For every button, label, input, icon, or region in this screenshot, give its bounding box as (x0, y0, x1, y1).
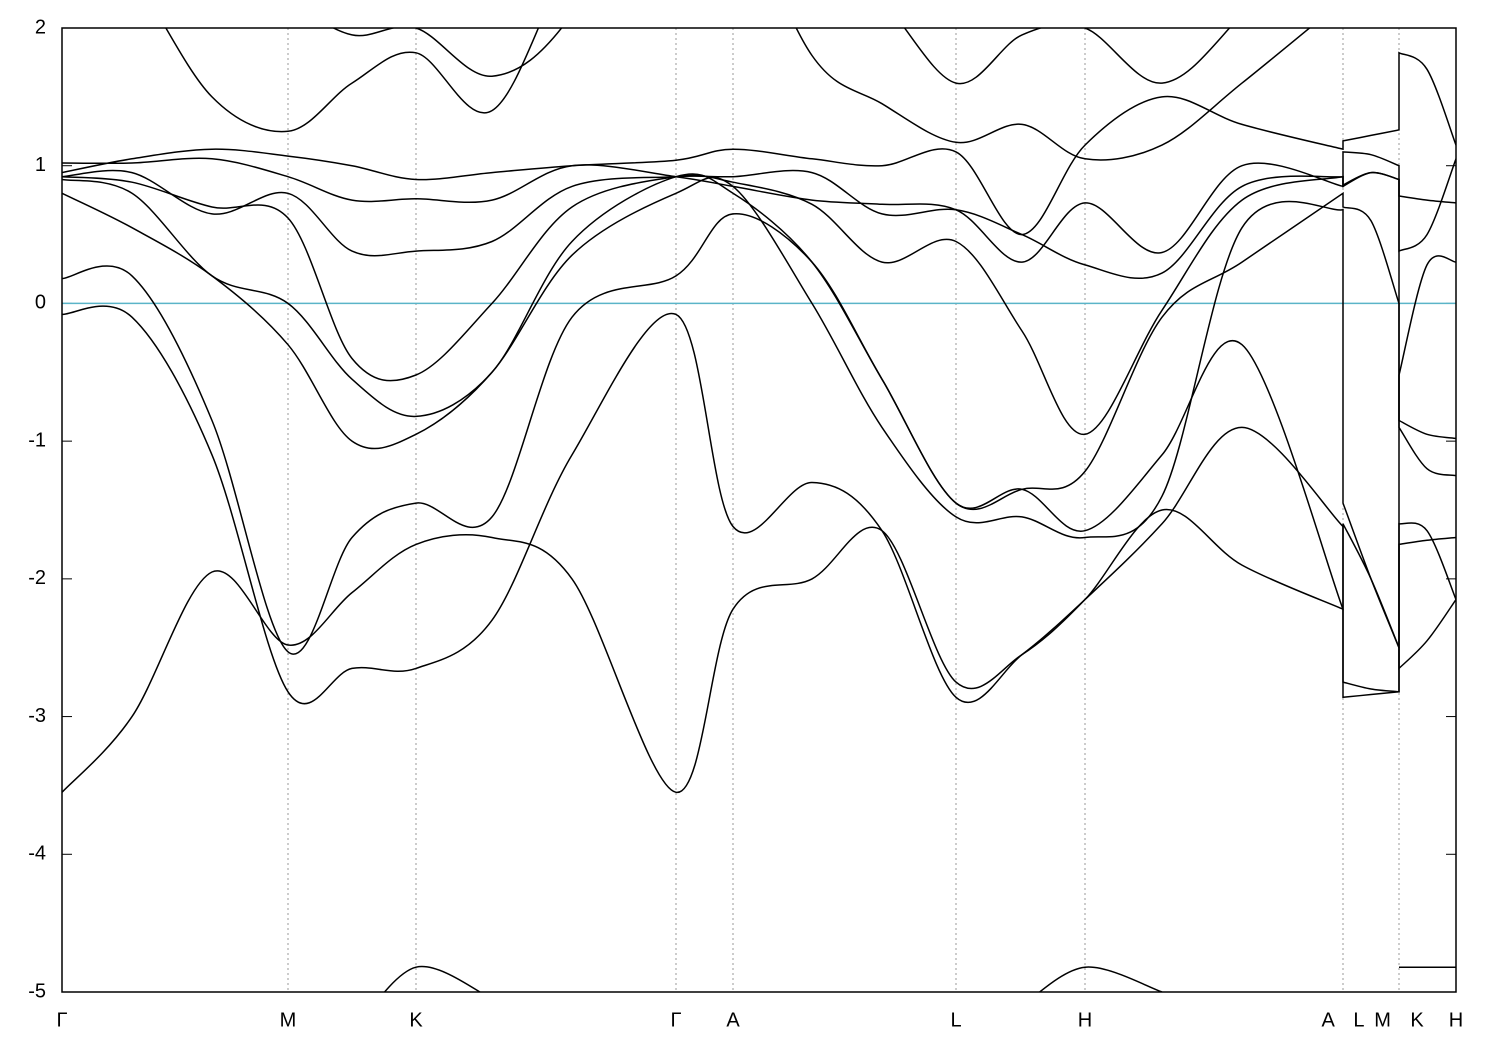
x-tick-label: Γ (670, 1009, 681, 1031)
band-line (62, 305, 1456, 705)
band-line (383, 965, 1456, 992)
band-line (62, 171, 1456, 440)
x-tick-label: K (409, 1009, 423, 1031)
y-tick-label: -3 (28, 705, 46, 727)
x-tick-label: L (950, 1009, 961, 1031)
y-tick-label: 0 (35, 292, 46, 314)
plot-frame (61, 27, 1457, 993)
band-line (62, 176, 1456, 648)
grid-layer (61, 27, 1457, 993)
y-tick-label: 1 (35, 154, 46, 176)
y-tick-label: -2 (28, 567, 46, 589)
y-tick-label: -4 (28, 843, 46, 865)
band-line (62, 213, 1456, 699)
band-line (62, 173, 1456, 510)
band-line (62, 51, 1456, 236)
y-tick-label: -1 (28, 429, 46, 451)
band-line (62, 151, 1456, 263)
x-tick-label: A (726, 1009, 740, 1031)
y-tick-label: -5 (28, 980, 46, 1002)
bands-layer (62, 28, 1456, 992)
y-tick-label: 2 (35, 16, 46, 38)
x-tick-label: Γ (56, 1009, 67, 1031)
x-tick-label: H (1078, 1009, 1092, 1031)
labels-layer: -5 -4 -3 -2 -1 0 1 2 Γ M K Γ A L H A L M K H (28, 16, 1463, 1031)
band-line (62, 508, 1456, 794)
x-tick-label: M (280, 1009, 297, 1031)
band-line (165, 28, 1311, 161)
x-tick-label: M K (1374, 1009, 1424, 1031)
x-tick-label: A L (1322, 1009, 1365, 1031)
x-tick-label: H (1449, 1009, 1463, 1031)
band-line (331, 28, 1231, 85)
